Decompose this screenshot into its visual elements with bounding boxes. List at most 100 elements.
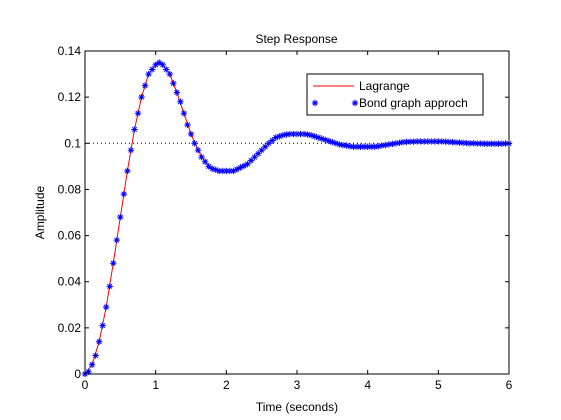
series-marker-bond-graph: [138, 93, 145, 101]
series-marker-bond-graph: [346, 143, 354, 150]
series-marker-bond-graph: [216, 167, 223, 175]
series-marker-bond-graph: [85, 368, 92, 375]
series-marker-bond-graph: [488, 140, 495, 147]
series-marker-bond-graph: [141, 82, 149, 89]
series-marker-bond-graph: [445, 138, 453, 146]
series-marker-bond-graph: [173, 89, 181, 96]
x-tick-label: 2: [223, 378, 230, 392]
legend-swatch-bond-graph-right: [351, 99, 359, 107]
series-marker-bond-graph: [449, 138, 456, 146]
series-layer: [81, 59, 513, 378]
y-tick-label: 0.14: [58, 44, 82, 58]
series-marker-bond-graph: [463, 139, 470, 147]
series-marker-bond-graph: [290, 130, 297, 138]
series-marker-bond-graph: [371, 143, 378, 150]
series-marker-bond-graph: [198, 153, 205, 161]
series-marker-bond-graph: [159, 61, 166, 69]
series-marker-bond-graph: [148, 66, 156, 73]
series-marker-bond-graph: [424, 138, 431, 145]
series-marker-bond-graph: [477, 140, 484, 147]
y-axis-title: Amplitude: [33, 186, 47, 240]
y-tick-label: 0.04: [58, 275, 82, 289]
series-marker-bond-graph: [421, 138, 428, 145]
series-marker-bond-graph: [456, 139, 463, 146]
series-marker-bond-graph: [209, 165, 216, 172]
series-marker-bond-graph: [300, 130, 308, 138]
series-marker-bond-graph: [364, 143, 371, 150]
series-marker-bond-graph: [318, 135, 325, 142]
legend-label-bond-graph: Bond graph approch: [359, 96, 468, 110]
series-marker-bond-graph: [269, 137, 276, 144]
series-marker-bond-graph: [435, 138, 442, 145]
series-marker-bond-graph: [495, 140, 502, 147]
chart-title: Step Response: [255, 32, 337, 46]
series-marker-bond-graph: [262, 143, 269, 150]
series-marker-bond-graph: [272, 134, 279, 141]
series-marker-bond-graph: [307, 132, 315, 139]
x-tick-label: 5: [435, 378, 442, 392]
series-marker-bond-graph: [170, 80, 177, 87]
series-marker-bond-graph: [498, 140, 506, 147]
x-tick-label: 0: [82, 378, 89, 392]
series-marker-bond-graph: [134, 110, 142, 117]
series-marker-bond-graph: [113, 236, 120, 244]
series-marker-bond-graph: [258, 147, 265, 154]
series-marker-bond-graph: [336, 141, 343, 148]
legend-box: [306, 73, 484, 116]
y-tick-label: 0.1: [64, 136, 81, 150]
series-marker-bond-graph: [88, 361, 96, 368]
series-marker-bond-graph: [315, 134, 322, 141]
y-tick-label: 0.06: [58, 229, 82, 243]
series-marker-bond-graph: [95, 338, 103, 345]
legend-marker-bond-graph: [351, 99, 359, 107]
legend: Lagrange Bond graph approch: [306, 73, 484, 116]
series-marker-bond-graph: [265, 140, 272, 147]
series-marker-bond-graph: [389, 140, 396, 148]
series-marker-bond-graph: [131, 126, 138, 133]
series-marker-bond-graph: [399, 138, 407, 146]
series-marker-bond-graph: [417, 138, 424, 145]
series-marker-bond-graph: [396, 139, 403, 147]
series-marker-bond-graph: [127, 147, 135, 154]
series-marker-bond-graph: [332, 140, 340, 147]
series-marker-bond-graph: [413, 138, 421, 145]
x-tick-label: 3: [294, 378, 301, 392]
series-marker-bond-graph: [233, 166, 241, 173]
series-marker-bond-graph: [293, 130, 301, 138]
series-marker-bond-graph: [92, 352, 99, 359]
series-marker-bond-graph: [247, 157, 255, 164]
series-marker-bond-graph: [120, 190, 128, 198]
series-marker-bond-graph: [283, 131, 290, 138]
series-marker-bond-graph: [177, 98, 184, 105]
series-marker-bond-graph: [156, 59, 163, 66]
series-marker-bond-graph: [254, 150, 262, 157]
series-marker-bond-graph: [474, 140, 481, 147]
series-marker-bond-graph: [117, 213, 124, 221]
series-marker-bond-graph: [442, 138, 449, 145]
series-marker-bond-graph: [276, 133, 283, 140]
series-marker-bond-graph: [201, 158, 209, 165]
series-marker-bond-graph: [406, 138, 414, 145]
series-marker-bond-graph: [360, 143, 368, 150]
legend-label-lagrange: Lagrange: [359, 79, 410, 93]
series-marker-bond-graph: [103, 303, 110, 311]
series-marker-bond-graph: [297, 130, 304, 138]
legend-swatch-bond-graph-left: [311, 99, 319, 107]
series-marker-bond-graph: [378, 142, 385, 149]
series-marker-bond-graph: [470, 140, 477, 147]
x-tick-label: 4: [364, 378, 371, 392]
series-marker-bond-graph: [124, 167, 131, 175]
series-marker-bond-graph: [152, 61, 159, 69]
series-marker-bond-graph: [484, 140, 491, 147]
legend-marker-bond-graph: [311, 99, 319, 107]
series-marker-bond-graph: [194, 147, 202, 154]
series-marker-bond-graph: [223, 167, 230, 175]
series-marker-bond-graph: [428, 138, 435, 145]
series-marker-bond-graph: [382, 141, 389, 149]
x-axis-title: Time (seconds): [256, 400, 338, 414]
series-marker-bond-graph: [385, 141, 393, 148]
series-marker-bond-graph: [106, 283, 113, 290]
series-marker-bond-graph: [230, 167, 237, 175]
series-marker-bond-graph: [438, 138, 446, 145]
